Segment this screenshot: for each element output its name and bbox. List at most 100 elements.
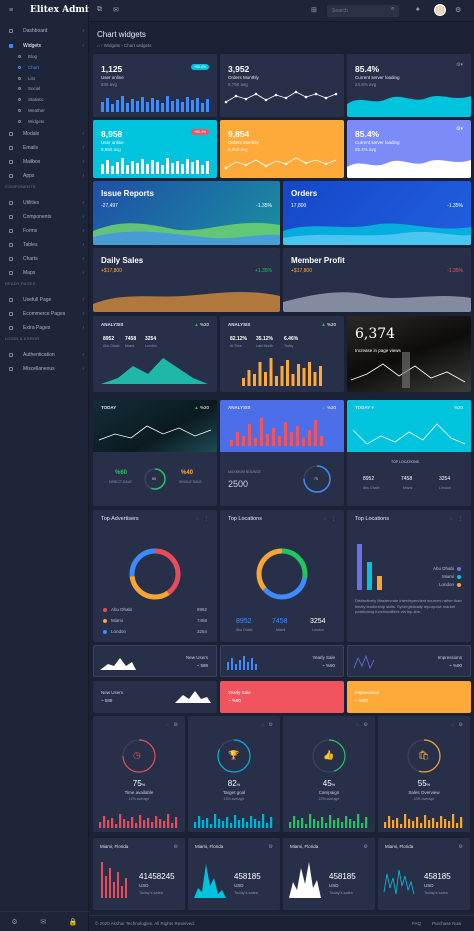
settings-icon[interactable]: ⚙ (11, 918, 18, 926)
donut-value: 55 (152, 477, 156, 481)
card-title: TODAY (101, 405, 117, 410)
bar (101, 164, 104, 174)
sidebar-item-chart[interactable]: Chart (18, 63, 39, 72)
analysis-bounce-card: ANALYSIS ▲ %20 MAXIMUM BOUNCE 2500 75 (220, 400, 344, 506)
sidebar-item-list[interactable]: List (18, 74, 35, 83)
refresh-icon[interactable]: ◌ (166, 722, 169, 728)
sidebar-item-maps[interactable]: Maps › (0, 267, 89, 279)
sidebar-item-miscellaneous[interactable]: Miscellaneous › (0, 363, 89, 375)
more-icon[interactable]: ⋮ (331, 516, 336, 522)
refresh-icon[interactable]: ◌ (196, 516, 199, 522)
card-title: Issue Reports (101, 189, 154, 198)
bar (116, 100, 119, 112)
sidebar-item-label: Widgets (28, 119, 45, 124)
mini-label: Impressions (437, 655, 462, 660)
refresh-icon[interactable]: ◌ (323, 516, 326, 522)
sidebar-item-emails[interactable]: Emails › (0, 142, 89, 154)
legend-value: 3254 (196, 629, 207, 634)
sidebar-item-widgets[interactable]: Widgets (18, 117, 44, 126)
bar (317, 821, 320, 828)
settings-icon[interactable]: ⚙ (173, 844, 178, 850)
stat-value: 9,854 (228, 129, 250, 139)
settings-icon[interactable]: ⚙▾ (456, 126, 463, 132)
sidebar-item-charts[interactable]: Charts › (0, 253, 89, 265)
mail-icon[interactable]: ✉ (40, 918, 47, 926)
mini-area-chart (175, 691, 211, 703)
chevron-right-icon: › (82, 200, 84, 206)
sales-value: 458185 (424, 872, 451, 881)
purchase-link[interactable]: Purchase Now (432, 921, 462, 926)
bar (136, 163, 139, 174)
user-avatar[interactable] (434, 4, 446, 16)
line-sparkline (224, 90, 338, 104)
chevron-right-icon: › (82, 366, 84, 372)
refresh-icon[interactable]: ◌ (451, 722, 454, 728)
bar (111, 818, 114, 828)
page-views-label: Increase in page views (355, 348, 401, 353)
more-icon[interactable]: ⋮ (458, 516, 463, 522)
grid-icon[interactable]: ⊞ (311, 7, 317, 14)
single-sale-label: SINGLE SALE (179, 480, 202, 484)
bar (101, 102, 104, 112)
home-icon[interactable]: ⌂ (97, 43, 100, 48)
breadcrumb-widgets[interactable]: Widgets (103, 43, 121, 48)
sidebar-item-mailbox[interactable]: Mailbox › (0, 156, 89, 168)
sidebar-item-utilities[interactable]: Utilities › (0, 197, 89, 209)
sidebar-item-ecommerce-pages[interactable]: Ecommerce Pages › (0, 308, 89, 320)
stat-label: Miami (276, 628, 286, 632)
currency: USD (329, 883, 339, 888)
settings-icon[interactable]: ⚙ (455, 7, 462, 14)
chevron-right-icon: › (82, 242, 84, 248)
mail-icon[interactable]: ✉ (113, 7, 119, 14)
sidebar-footer: ⚙ ✉ 🔒 (0, 911, 89, 931)
sidebar-item-usefull-page[interactable]: Usefull Page › (0, 294, 89, 306)
settings-icon[interactable]: ⚙ (363, 844, 368, 850)
settings-icon[interactable]: ⚙ (458, 722, 463, 728)
sidebar-item-tables[interactable]: Tables › (0, 239, 89, 251)
bar (119, 814, 122, 828)
sidebar-item-apps[interactable]: Apps › (0, 170, 89, 182)
settings-icon[interactable]: ⚙ (458, 844, 463, 850)
faq-link[interactable]: FAQ (412, 921, 422, 926)
more-icon[interactable]: ⋮ (204, 516, 209, 522)
sidebar-item-blog[interactable]: Blog (18, 52, 37, 61)
lock-icon[interactable]: 🔒 (68, 918, 78, 926)
fullscreen-icon[interactable]: ⧉ (97, 6, 102, 13)
stat-value: 7458 (125, 336, 137, 342)
refresh-icon[interactable]: ◌ (261, 722, 264, 728)
sidebar-item-widgets[interactable]: Widgets › (0, 40, 89, 52)
card-title[interactable]: TODAY ▾ (355, 405, 374, 410)
stat-value: 82.12% (230, 336, 247, 342)
sidebar-item-extra-pages[interactable]: Extra Pages › (0, 322, 89, 334)
bar (146, 164, 149, 174)
card-title: Top Locations (228, 516, 262, 522)
refresh-icon[interactable]: ◌ (356, 722, 359, 728)
hamburger-menu-icon[interactable]: ≡ (9, 7, 14, 14)
sidebar-item-authentication[interactable]: Authentication › (0, 349, 89, 361)
sidebar-item-components[interactable]: Components › (0, 211, 89, 223)
sidebar-item-social[interactable]: Social (18, 84, 40, 93)
menu-icon (9, 146, 13, 150)
sidebar-item-forms[interactable]: Forms › (0, 225, 89, 237)
bounce-value: 2500 (228, 479, 249, 489)
search-icon[interactable]: ⌕ (391, 6, 395, 12)
sidebar-item-statistic[interactable]: Statistic (18, 95, 44, 104)
settings-icon[interactable]: ⚙ (268, 844, 273, 850)
refresh-icon[interactable]: ◌ (450, 516, 453, 522)
notification-bell-icon[interactable]: ♠ (416, 6, 420, 13)
goal-ring (217, 739, 251, 773)
card-title: ANALYSIS (101, 322, 124, 327)
settings-icon[interactable]: ⚙▾ (456, 62, 463, 68)
bar (206, 818, 209, 828)
sidebar-item-dashboard[interactable]: Dashboard › (0, 25, 89, 37)
bar (151, 160, 154, 174)
bar (186, 159, 189, 174)
bar (143, 820, 146, 828)
menu-icon (9, 201, 13, 205)
sidebar-item-weather[interactable]: Weather (18, 106, 45, 115)
settings-icon[interactable]: ⚙ (173, 722, 178, 728)
settings-icon[interactable]: ⚙ (363, 722, 368, 728)
sidebar-item-modals[interactable]: Modals › (0, 128, 89, 140)
settings-icon[interactable]: ⚙ (268, 722, 273, 728)
search-input[interactable] (327, 5, 399, 17)
